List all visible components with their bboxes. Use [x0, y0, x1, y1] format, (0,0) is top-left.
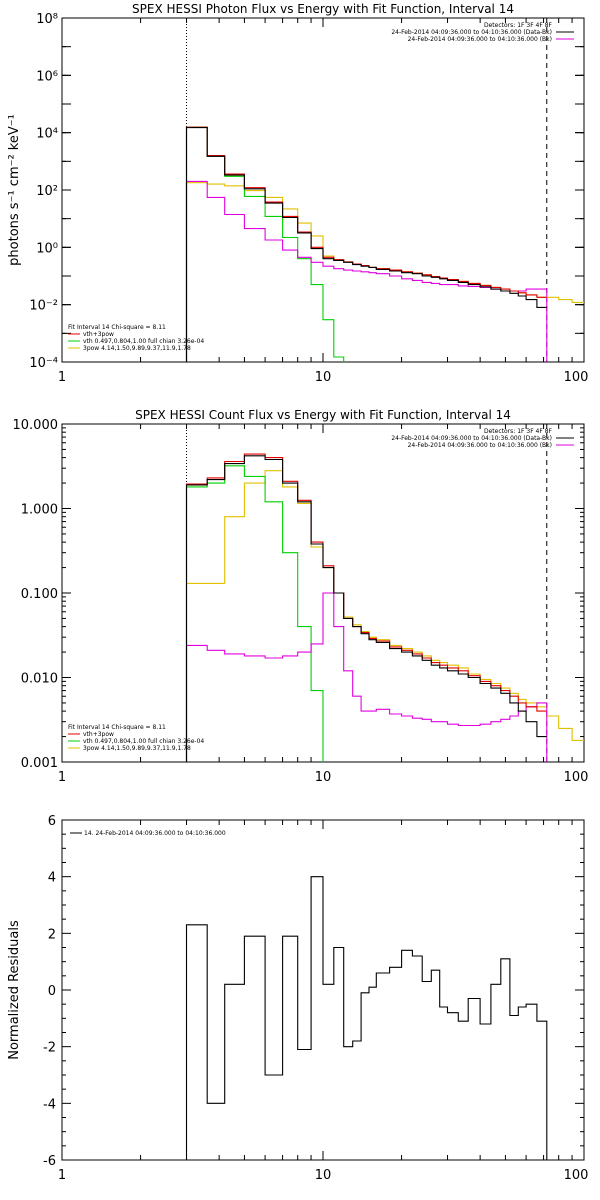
- x-tick-label: 1: [58, 770, 66, 785]
- legend-top-entry: Detectors: 1F 3F 4F 8F: [484, 428, 553, 435]
- y-tick-label: 10⁸: [36, 12, 58, 27]
- y-tick-label: 0.100: [21, 587, 58, 602]
- legend-bottom-entry: Fit Interval 14 Chi-square = 8.11: [68, 724, 166, 731]
- series-vth: [185, 126, 345, 362]
- x-tick-label: 100: [564, 770, 589, 785]
- legend-bottom-entry: 3pow 4.14,1.50,9.89,9.37,11.9,1.78: [83, 745, 191, 752]
- legend-bottom-entry: vth+3pow: [83, 331, 114, 338]
- legend-bottom-entry: vth 0.497,0.804,1.00 full chian 3.26e-04: [83, 738, 204, 745]
- x-tick-label: 10: [315, 370, 332, 385]
- series-bk: [185, 592, 548, 762]
- y-tick-label: 2: [48, 927, 56, 942]
- x-tick-label: 100: [564, 370, 589, 385]
- series-14-24-feb-2014-04-09-36-000-to-04-10-36-000: [185, 876, 548, 1160]
- series-3pow: [185, 182, 547, 362]
- y-tick-label: 1.000: [21, 503, 58, 518]
- legend-top-entry: 24-Feb-2014 04:09:36.000 to 04:10:36.000…: [391, 29, 552, 36]
- y-tick-label: -4: [43, 1097, 56, 1112]
- legend-top-entry: Detectors: 1F 3F 4F 8F: [484, 22, 553, 29]
- y-tick-label: 10⁶: [36, 69, 58, 84]
- y-tick-label: 0: [48, 984, 56, 999]
- x-tick-label: 100: [564, 1168, 589, 1183]
- panel-1: [61, 17, 585, 363]
- y-tick-label: 6: [48, 814, 56, 829]
- series-data-bk: [185, 127, 547, 362]
- x-tick-label: 1: [58, 370, 66, 385]
- y-tick-label: -6: [43, 1154, 56, 1169]
- y-tick-label: 0.010: [21, 672, 58, 687]
- y-tick-label: 10⁻²: [29, 299, 58, 314]
- legend-bottom-entry: 3pow 4.14,1.50,9.89,9.37,11.9,1.78: [83, 345, 191, 352]
- x-tick-label: 1: [58, 1168, 66, 1183]
- y-tick-label: 10²: [36, 184, 58, 199]
- series-3pow-tail: [546, 296, 584, 303]
- legend-bottom-entry: Fit Interval 14 Chi-square = 8.11: [68, 324, 166, 331]
- y-tick-label: 10⁴: [36, 127, 58, 142]
- series-3pow-tail: [546, 715, 584, 741]
- legend-bottom-entry: vth+3pow: [83, 731, 114, 738]
- series-bk: [185, 180, 548, 362]
- series-vth-3pow: [185, 453, 547, 762]
- legend-top-entry: 24-Feb-2014 04:09:36.000 to 04:10:36.000…: [408, 442, 552, 449]
- y-tick-label: 10⁻⁴: [29, 356, 58, 371]
- legend-top-entry: 14. 24-Feb-2014 04:09:36.000 to 04:10:36…: [84, 830, 226, 837]
- plot-frame: [61, 819, 585, 1161]
- series-vth: [185, 465, 324, 762]
- legend-top-entry: 24-Feb-2014 04:09:36.000 to 04:10:36.000…: [391, 435, 552, 442]
- chart-title: SPEX HESSI Photon Flux vs Energy with Fi…: [132, 2, 514, 16]
- series-data-bk: [185, 455, 547, 762]
- panel-3: [61, 819, 585, 1161]
- y-tick-label: 0.001: [21, 756, 58, 771]
- y-axis-label: photons s⁻¹ cm⁻² keV⁻¹: [7, 114, 22, 266]
- y-tick-label: -2: [43, 1041, 56, 1056]
- panel-2: [61, 423, 585, 763]
- y-tick-label: 4: [48, 871, 56, 886]
- legend-bottom-entry: vth 0.497,0.804,1.00 full chian 3.26e-04: [83, 338, 204, 345]
- y-tick-label: 10.000: [13, 418, 59, 433]
- series-vth-3pow: [185, 126, 547, 362]
- legend-top-entry: 24-Feb-2014 04:09:36.000 to 04:10:36.000…: [408, 36, 552, 43]
- x-tick-label: 10: [315, 1168, 332, 1183]
- x-tick-label: 10: [315, 770, 332, 785]
- y-tick-label: 10⁰: [36, 241, 58, 256]
- series-3pow: [185, 470, 547, 762]
- y-axis-label: Normalized Residuals: [7, 920, 22, 1060]
- chart-title: SPEX HESSI Count Flux vs Energy with Fit…: [135, 408, 511, 422]
